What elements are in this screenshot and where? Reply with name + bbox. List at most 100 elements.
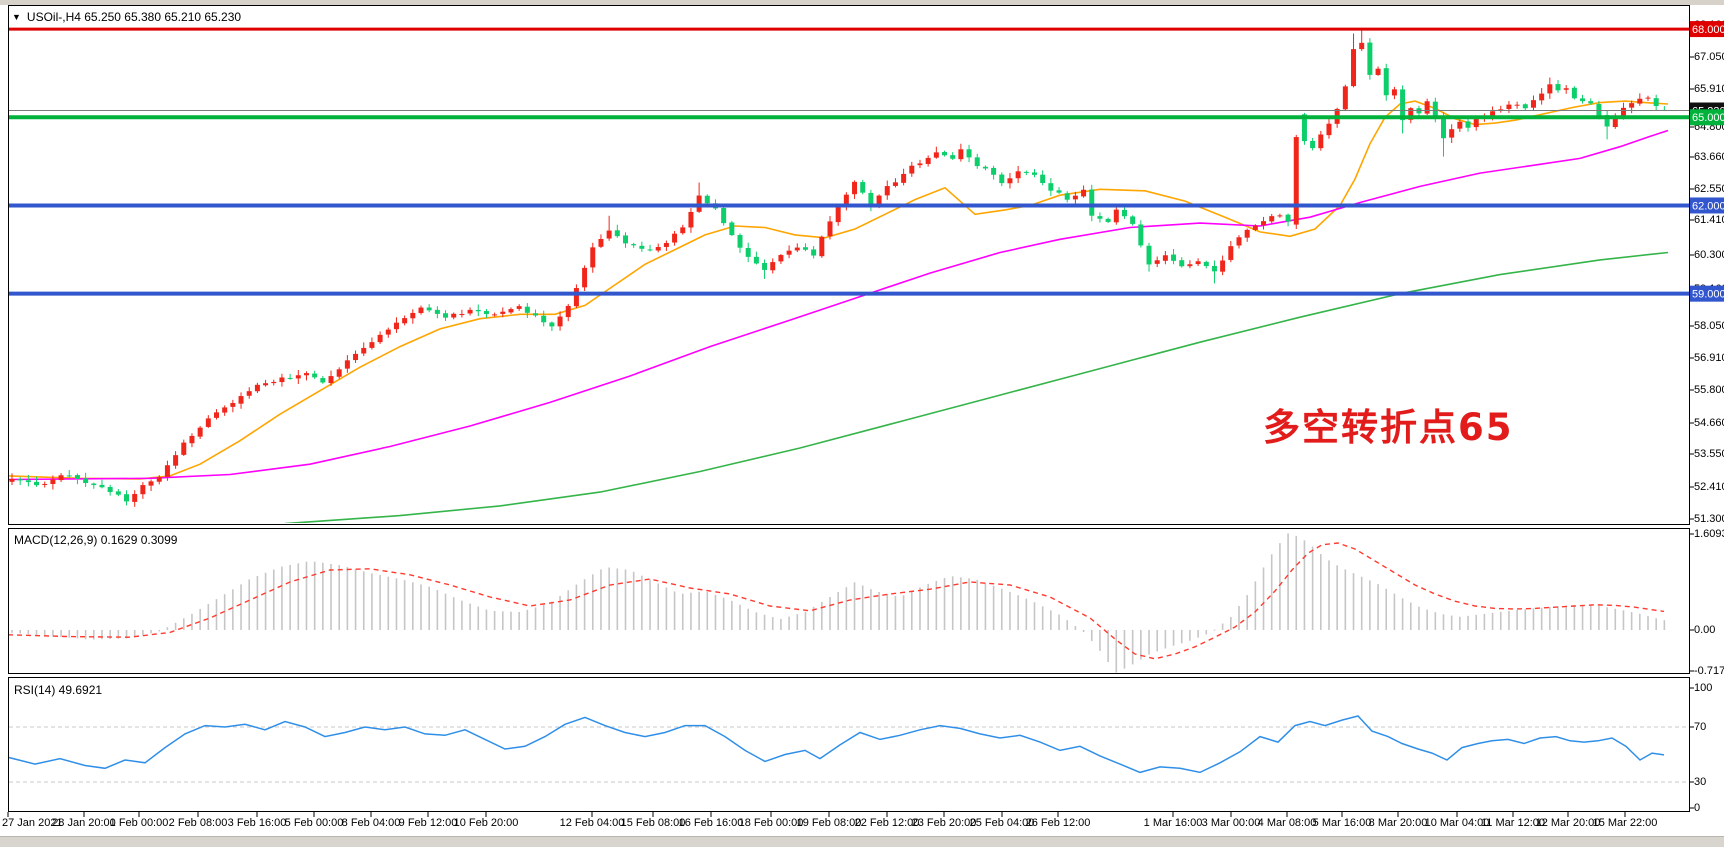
candle-body (884, 186, 890, 196)
time-label: 5 Feb 00:00 (285, 817, 344, 829)
candle-body (1612, 117, 1618, 128)
time-label: 12 Feb 04:00 (560, 817, 625, 829)
candle-body (1432, 101, 1438, 118)
candle-body (66, 475, 72, 477)
axis-label: 55.800 (1694, 384, 1724, 396)
symbol-title[interactable]: ▼ USOil-,H4 65.250 65.380 65.210 65.230 (12, 10, 241, 24)
candle-body (852, 181, 858, 195)
axis-label: 30 (1694, 776, 1706, 788)
candle-body (459, 314, 465, 316)
candle-body (1351, 49, 1357, 87)
macd-histogram-bar (1221, 623, 1224, 630)
candle-body (1015, 171, 1021, 179)
macd-histogram-bar (641, 575, 643, 630)
candle-body (623, 235, 628, 244)
candle-body (1375, 68, 1381, 75)
candle-body (1588, 101, 1594, 104)
candle-body (467, 309, 473, 314)
macd-histogram-bar (256, 576, 259, 630)
candle-body (909, 165, 915, 174)
candle-body (1220, 260, 1226, 272)
macd-histogram-bar (362, 571, 365, 630)
candle-body (328, 376, 334, 384)
candle-body (164, 465, 170, 477)
candle-body (124, 494, 130, 502)
axis-label: 62.550 (1694, 183, 1724, 195)
candle-body (344, 360, 350, 369)
macd-histogram-bar (1557, 606, 1559, 630)
candle-body (1154, 260, 1160, 264)
candle-body (156, 477, 162, 482)
macd-histogram-bar (886, 593, 889, 630)
price-badge-65.000: 65.000 (1690, 109, 1724, 126)
macd-histogram-bar (1499, 611, 1502, 630)
main-chart-content[interactable] (8, 27, 1689, 524)
macd-histogram-bar (690, 592, 692, 630)
macd-histogram-bar (1041, 606, 1044, 630)
rsi-panel[interactable] (8, 677, 1690, 812)
price-axis[interactable]: 68.16067.05065.91064.80063.66062.55061.4… (1690, 19, 1724, 814)
axis-label: 56.910 (1694, 352, 1724, 364)
time-label: 2 Feb 08:00 (169, 817, 228, 829)
candle-body (222, 407, 228, 413)
axis-label: 51.300 (1694, 513, 1724, 525)
macd-histogram-bar (542, 604, 545, 630)
macd-histogram-bar (1074, 626, 1077, 630)
macd-histogram-bar (60, 630, 62, 637)
macd-histogram-bar (1369, 580, 1371, 630)
macd-histogram-bar (575, 584, 578, 630)
candle-body (786, 250, 792, 255)
symbol-dropdown-icon[interactable]: ▼ (12, 12, 21, 22)
candle-body (729, 222, 735, 236)
candle-body (991, 167, 997, 175)
candle-body (1555, 84, 1561, 91)
candle-body (205, 418, 211, 427)
macd-histogram-bar (272, 569, 275, 630)
macd-histogram-bar (1647, 616, 1649, 630)
macd-histogram-bar (510, 611, 512, 630)
price-badge-68.000-bg (1690, 21, 1724, 38)
macd-histogram-bar (485, 609, 488, 630)
main-chart-panel[interactable] (8, 5, 1690, 525)
macd-histogram-bar (1279, 543, 1281, 630)
candle-body (1146, 245, 1152, 265)
candle-body (524, 306, 530, 313)
candle-body (533, 313, 539, 316)
candle-body (1072, 195, 1078, 200)
macd-histogram-bar (706, 591, 709, 630)
candle-body (925, 157, 931, 164)
macd-histogram-bar (1082, 630, 1085, 632)
macd-histogram-bar (379, 575, 381, 630)
rsi-indicator-label: RSI(14) 49.6921 (14, 683, 103, 697)
macd-histogram-bar (436, 590, 439, 630)
candle-body (99, 484, 105, 488)
price-badge-68.000-text: 68.000 (1692, 24, 1724, 36)
candle-body (91, 483, 97, 486)
rsi-content[interactable] (8, 715, 1689, 783)
macd-histogram-bar (1205, 630, 1208, 635)
macd-histogram-bar (93, 630, 95, 640)
macd-histogram-bar (52, 630, 54, 637)
time-label: 23 Feb 20:00 (912, 817, 977, 829)
macd-histogram-bar (125, 630, 128, 639)
macd-content[interactable] (8, 533, 1666, 673)
macd-histogram-bar (804, 611, 807, 630)
candle-body (173, 455, 179, 466)
candle-body (1293, 137, 1299, 225)
macd-histogram-bar (133, 630, 136, 638)
candle-body (115, 491, 121, 495)
axis-label: 0.00 (1694, 624, 1715, 636)
candle-body (1637, 98, 1643, 104)
candle-body (25, 480, 31, 483)
macd-histogram-bar (420, 584, 422, 630)
macd-histogram-bar (1123, 630, 1126, 669)
macd-histogram-bar (747, 608, 749, 630)
candle-body (197, 427, 203, 437)
time-label: 11 Mar 12:00 (1481, 817, 1545, 829)
macd-panel[interactable] (8, 528, 1690, 674)
trade-note-annotation[interactable]: 多空转折点65 (1263, 406, 1514, 449)
candle-body (263, 383, 269, 386)
candle-body (426, 307, 432, 311)
